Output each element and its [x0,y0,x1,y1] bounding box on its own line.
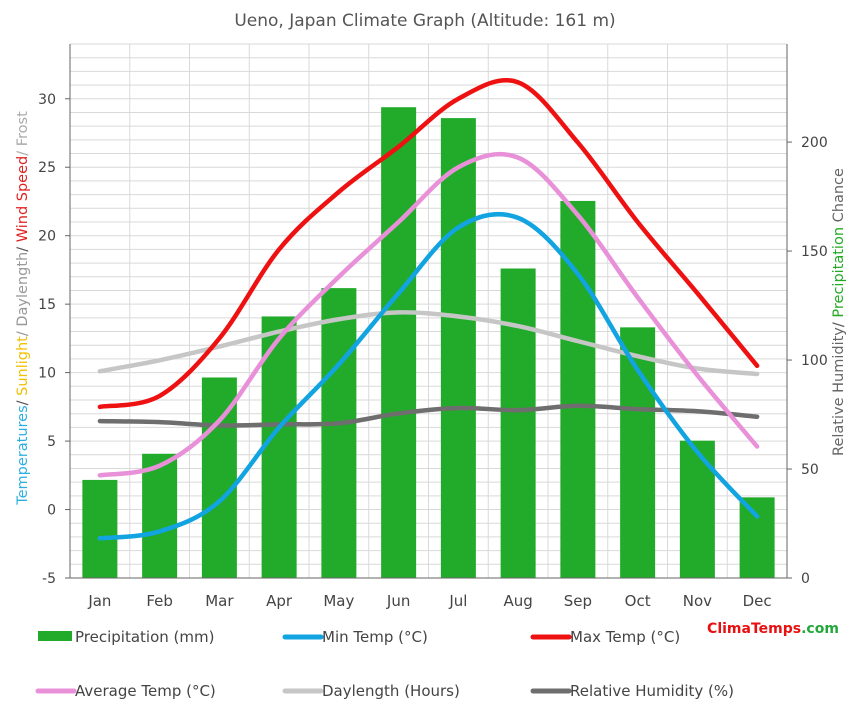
x-axis-tick-label: Jan [87,592,111,610]
max-temp-c-line [97,77,760,410]
axis-title-part: Temperatures [15,405,31,505]
right-axis-tick-label: 50 [801,462,819,478]
legend-label: Daylength (Hours) [322,682,460,700]
average-temp-c-line [97,151,760,478]
left-axis-tick-label: -5 [42,571,56,587]
right-axis-tick-label: 0 [801,571,810,587]
brand-part-2: Temps [751,621,801,637]
brand-part-3: .com [801,621,839,637]
precipitation-bar [321,288,357,578]
precipitation-bar [440,118,476,578]
axis-title-part: Chance [831,168,847,227]
axis-title-part: / [15,396,31,406]
series-lines [97,77,760,541]
precipitation-bar [261,316,297,578]
legend-label: Precipitation (mm) [75,628,214,646]
legend-label: Max Temp (°C) [570,628,680,646]
precipitation-bar [82,479,118,578]
precipitation-bar [142,453,178,578]
right-axis-tick-label: 200 [801,135,828,151]
legend-label: Average Temp (°C) [75,682,216,700]
axis-title-part: / Daylength [15,252,31,336]
left-axis-tick-label: 15 [38,297,56,313]
left-axis-tick-label: 10 [38,366,56,382]
legend-swatch [38,631,72,641]
axis-title-part: Wind Speed [15,156,31,243]
min-temp-c-line [97,211,760,541]
left-axis-tick-label: 30 [38,92,56,108]
precipitation-bar [739,497,775,578]
precipitation-bar [679,440,715,578]
precipitation-bar [201,377,237,578]
precipitation-bar [381,107,417,578]
x-axis-tick-label: Oct [625,592,651,610]
right-axis-tick-label: 100 [801,353,828,369]
axis-title-part: Sunlight [15,336,31,396]
axis-title-part: Relative Humidity [831,327,847,456]
left-axis-label: Temperatures/ Sunlight/ Daylength/ Wind … [15,111,31,506]
chart-title: Ueno, Japan Climate Graph (Altitude: 161… [234,11,615,31]
x-axis-tick-label: Apr [266,592,293,610]
legend-label: Relative Humidity (%) [570,682,734,700]
left-axis-tick-label: 0 [47,503,56,519]
x-axis-tick-label: Jun [386,592,410,610]
precipitation-bars [82,107,775,579]
precipitation-bar [500,268,536,578]
grid [69,43,788,579]
precipitation-bar [620,327,656,578]
x-axis-tick-label: Feb [146,592,173,610]
x-axis-tick-label: Aug [503,592,532,610]
left-axis-tick-label: 20 [38,229,56,245]
axis-title-part: Precipitation [831,227,847,318]
left-axis-tick-label: 25 [38,160,56,176]
axis-title: Temperatures/ Sunlight/ Daylength/ Wind … [15,111,31,506]
x-axis-tick-label: Nov [683,592,712,610]
brand-part-1: Clima [707,621,751,637]
brand-link[interactable]: ClimaTemps.com [707,621,839,637]
left-axis-tick-label: 5 [47,434,56,450]
precipitation-bar [560,200,596,579]
axis-title: Relative Humidity/ Precipitation Chance [831,168,847,456]
axis-title-part: / [15,242,31,252]
x-axis-tick-label: Jul [448,592,467,610]
x-axis-tick-label: Dec [743,592,772,610]
axes: -5 0 5 10 15 20 25 30 0 50 100 150 200 Jan Feb Mar Apr Ma… [38,44,828,610]
axis-title-part: / Frost [15,111,31,156]
legend-label: Min Temp (°C) [322,628,428,646]
legend: Precipitation (mm) Min Temp (°C) Max Temp … [35,628,734,700]
right-axis-tick-label: 150 [801,244,828,260]
x-axis-tick-label: Mar [205,592,234,610]
x-axis-tick-label: Sep [564,592,592,610]
axis-title-part: / [831,318,847,328]
right-axis-label: Relative Humidity/ Precipitation Chance [831,168,847,456]
x-axis-tick-label: May [323,592,354,610]
